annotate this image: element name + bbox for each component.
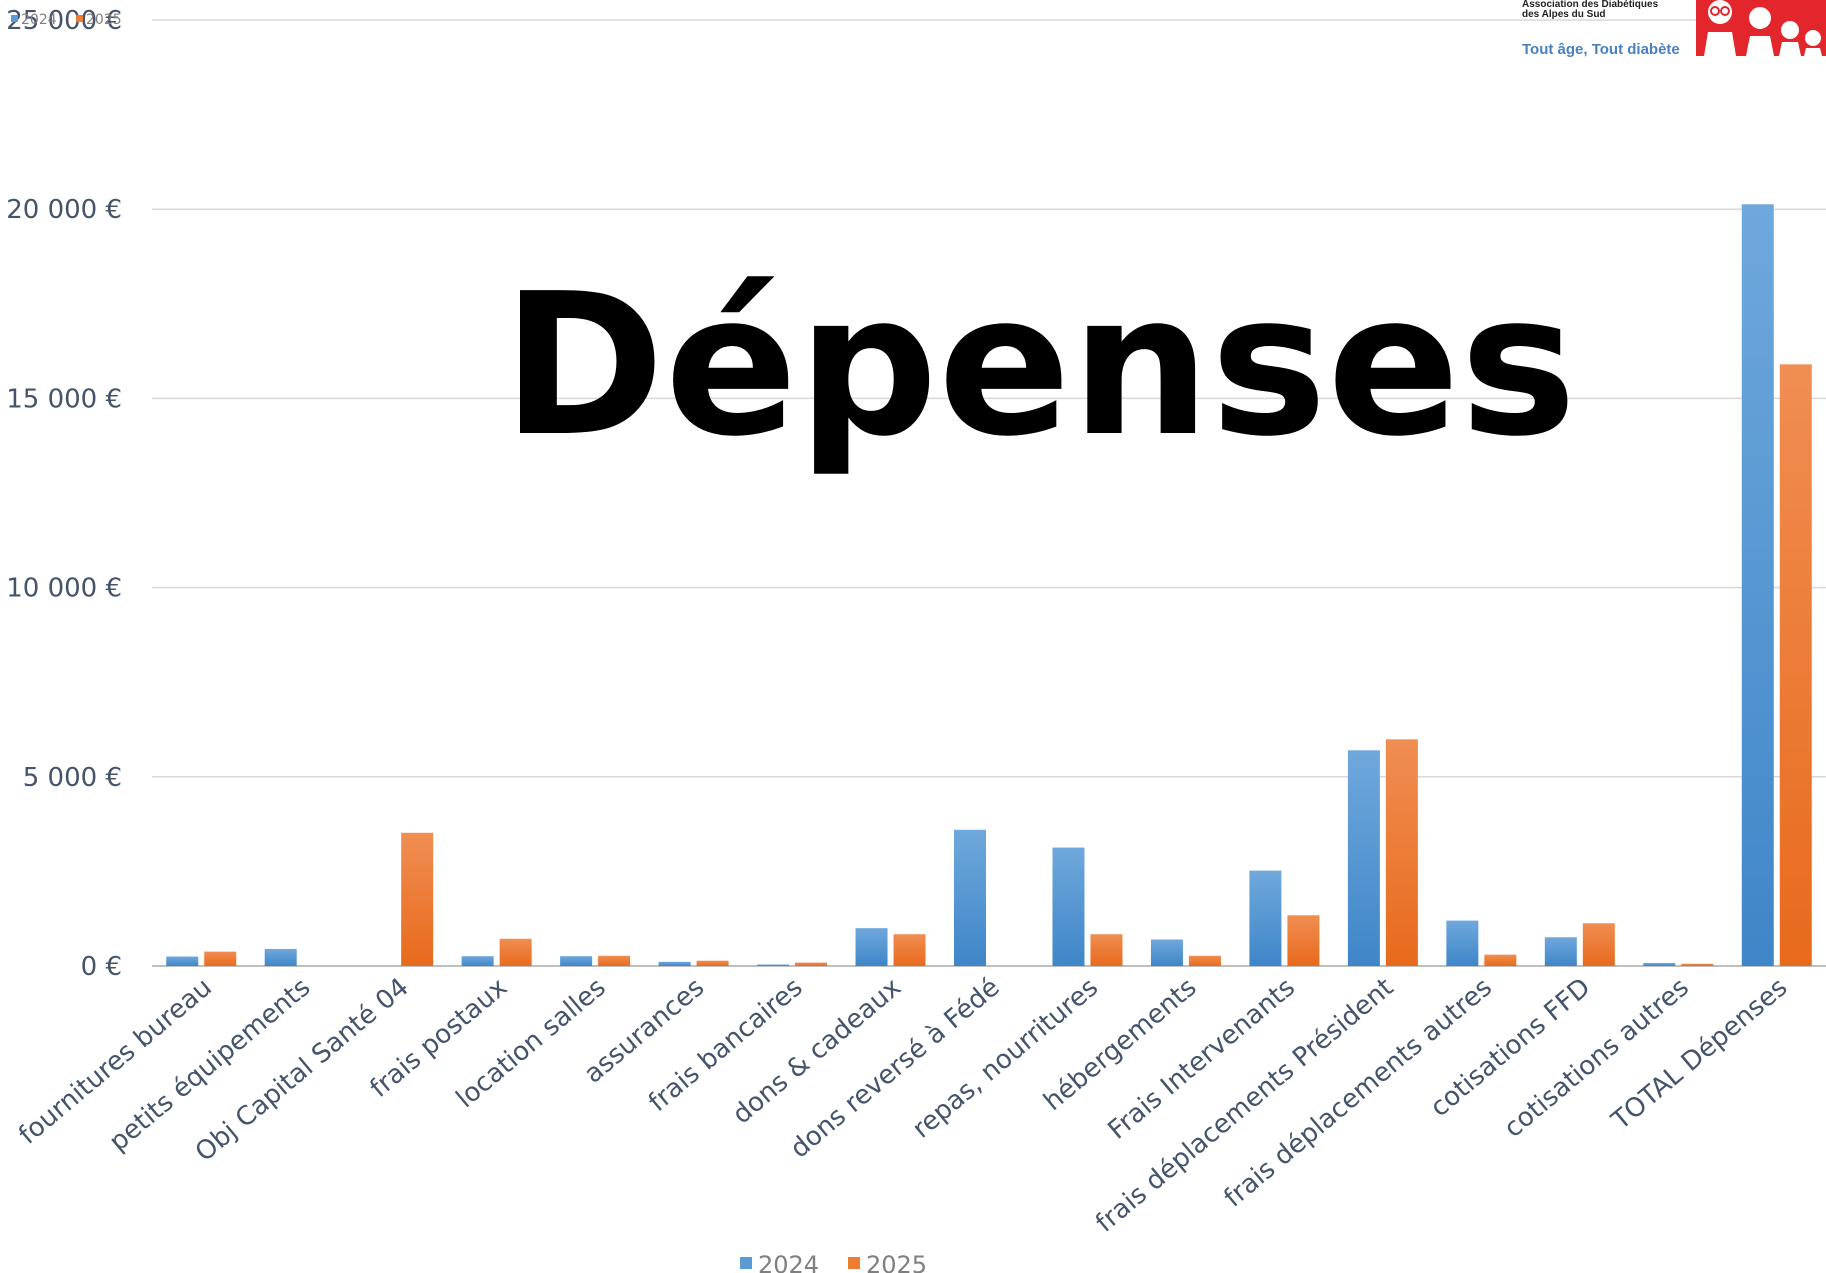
logo-tagline: Tout âge, Tout diabète [1522,41,1680,58]
bar-2025-5 [696,960,729,966]
bar-2025-15 [1681,963,1714,966]
legend-bottom-swatch-2025 [848,1257,860,1269]
gridlines [152,19,1826,967]
bar-2024-5 [658,961,691,966]
bar-2025-13 [1484,954,1517,966]
bar-2025-0 [204,951,237,966]
logo-org-line1: Association des Diabétiques [1522,0,1659,10]
bar-2024-14 [1544,937,1577,966]
bar-2025-14 [1582,923,1615,966]
bar-2025-6 [795,962,828,966]
bar-2024-11 [1249,870,1282,966]
legend-bottom: 2024 2025 [740,1251,927,1273]
x-category-label: repas, nourritures [907,972,1104,1144]
bar-2024-13 [1446,920,1479,966]
y-tick-label: 0 € [81,952,122,982]
bar-2025-10 [1188,955,1221,966]
x-category-label: Frais Intervenants [1103,972,1301,1145]
y-tick-label: 10 000 € [6,574,122,604]
bar-2024-12 [1347,750,1380,966]
legend-bottom-label-2024: 2024 [758,1251,819,1273]
bar-2024-1 [264,948,297,966]
logo-org-line2: des Alpes du Sud [1522,9,1606,20]
bar-2025-16 [1779,364,1812,966]
legend-top: 2024 2025 [11,12,122,28]
bar-2025-11 [1287,915,1320,966]
bar-2024-9 [1052,847,1085,966]
bar-2024-6 [757,964,790,966]
bar-2025-3 [499,938,532,966]
family-icon [1696,0,1826,56]
x-category-label: dons & cadeaux [727,972,907,1130]
bar-2024-10 [1150,939,1183,966]
bar-2025-9 [1090,934,1123,966]
bar-2024-15 [1643,962,1676,966]
legend-top-label-2025: 2025 [86,12,122,28]
bar-2024-16 [1741,204,1774,966]
y-tick-label: 15 000 € [6,384,122,414]
bar-2025-4 [598,955,631,966]
bar-2024-0 [166,956,199,966]
bar-2024-7 [855,928,888,966]
y-axis-ticks: 0 € 5 000 € 10 000 € 15 000 € 20 000 € 25 000… [6,6,122,982]
legend-top-swatch-2025 [76,15,83,22]
bars [166,204,1812,966]
bar-2025-12 [1385,739,1418,966]
y-tick-label: 20 000 € [6,195,122,225]
bar-2024-3 [461,956,494,966]
bar-2024-4 [560,956,593,966]
logo: Association des Diabétiques des Alpes du… [1522,0,1826,58]
y-tick-label: 5 000 € [23,763,122,793]
y-tick-label: 25 000 € [6,6,122,36]
legend-top-label-2024: 2024 [21,12,57,28]
legend-bottom-label-2025: 2025 [866,1251,927,1273]
bar-2025-2 [401,832,434,966]
x-category-label: TOTAL Dépenses [1606,972,1794,1136]
x-category-label: cotisations autres [1499,972,1695,1143]
bar-2024-8 [954,829,986,966]
legend-top-swatch-2024 [11,15,18,22]
bar-2025-7 [893,934,926,966]
legend-bottom-swatch-2024 [740,1257,752,1269]
chart-title: Dépenses [502,252,1577,480]
